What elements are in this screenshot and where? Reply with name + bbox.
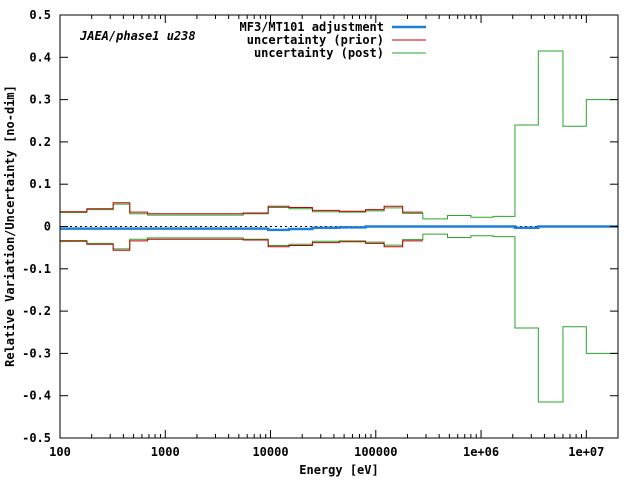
y-tick-label: 0: [44, 220, 51, 234]
x-axis: 100 1000 10000 100000 1e+06 1e+07: [49, 15, 604, 459]
y-tick-label: 0.5: [29, 8, 51, 22]
y-tick-label: -0.3: [22, 346, 51, 360]
y-tick-label: -0.4: [22, 389, 51, 403]
legend-label: MF3/MT101 adjustment: [240, 20, 385, 34]
series-uncertainty-post-lower: [60, 233, 619, 403]
series-uncertainty-post-upper: [60, 50, 619, 220]
x-tick-label: 100000: [354, 445, 397, 459]
legend-label: uncertainty (prior): [247, 33, 384, 47]
legend-label: uncertainty (post): [254, 46, 384, 60]
y-axis: 0.5 0.4 0.3 0.2 0.1 0 -0.1 -0.2 -0.3 -0.4 -0.5: [22, 8, 618, 445]
annotation-label: JAEA/phase1 u238: [79, 29, 196, 43]
series-uncertainty-prior-upper: [60, 202, 423, 215]
y-tick-label: 0.4: [29, 50, 51, 64]
y-tick-label: 0.3: [29, 93, 51, 107]
x-tick-label: 100: [49, 445, 71, 459]
x-tick-label: 1e+07: [568, 445, 604, 459]
x-tick-label: 10000: [252, 445, 288, 459]
y-tick-label: -0.2: [22, 304, 51, 318]
x-tick-label: 1e+06: [463, 445, 499, 459]
y-tick-label: 0.1: [29, 177, 51, 191]
x-axis-label: Energy [eV]: [299, 463, 378, 477]
series-uncertainty-prior-lower: [60, 238, 423, 251]
series-mf3-mt101-adjustment: [60, 225, 618, 232]
series-layer: [60, 50, 619, 403]
y-axis-label: Relative Variation/Uncertainty [no-dim]: [3, 85, 17, 367]
x-tick-label: 1000: [151, 445, 180, 459]
y-tick-label: -0.5: [22, 431, 51, 445]
y-tick-label: -0.1: [22, 262, 51, 276]
y-tick-label: 0.2: [29, 135, 51, 149]
